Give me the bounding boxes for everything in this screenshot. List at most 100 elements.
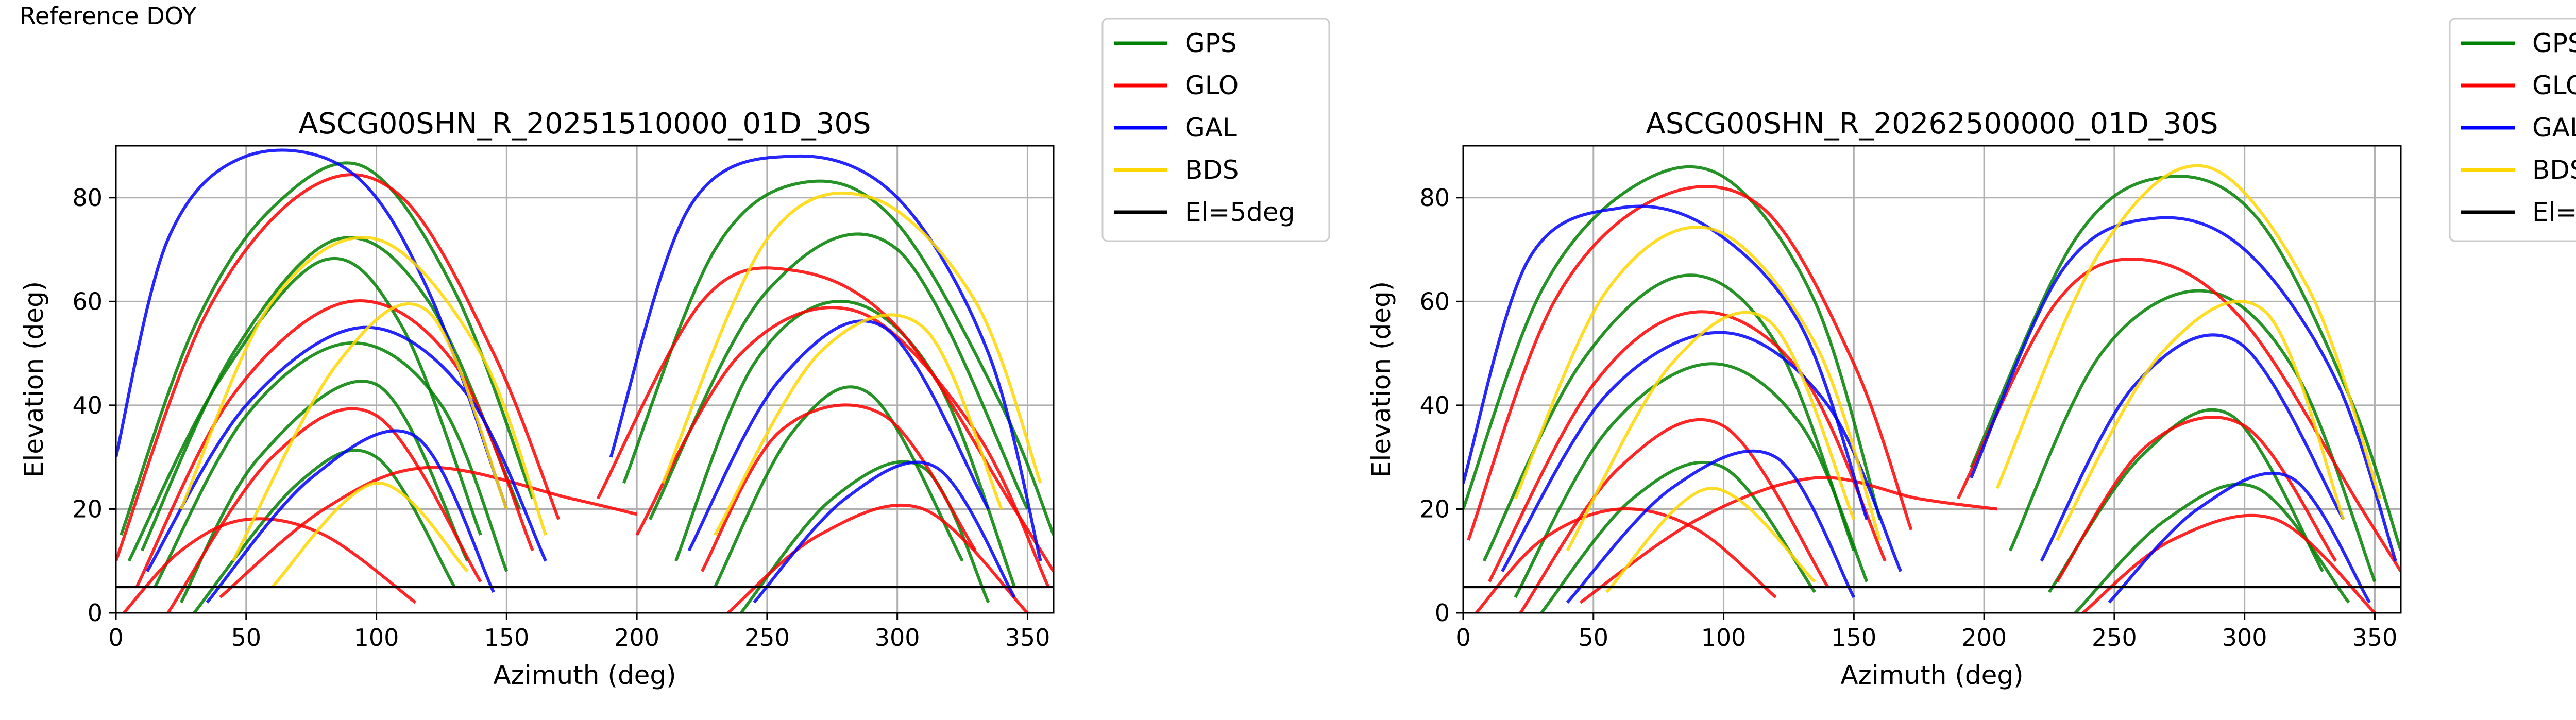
y-tick-label: 60: [72, 287, 103, 315]
chart-panel-1: 0 50 100 150 200 250 300 350 0 20 40 60 80 ASCG00SHN_…: [19, 18, 1330, 690]
satellite-arc-gal: [1566, 449, 1855, 604]
legend-label: El=5deg: [2532, 197, 2576, 227]
series-bds: [1514, 164, 2382, 593]
y-tick-label: 40: [72, 391, 103, 419]
plot-area: [116, 148, 1054, 613]
satellite-arc-bds: [231, 302, 509, 562]
series-gal: [116, 148, 1042, 604]
x-tick-label: 100: [1701, 624, 1747, 652]
x-axis-label: Azimuth (deg): [493, 660, 676, 690]
satellite-arc-gal: [1970, 216, 2397, 562]
legend-label: El=5deg: [1185, 197, 1295, 227]
satellite-arc-gps: [120, 161, 534, 536]
satellite-arc-bds: [271, 482, 469, 588]
x-tick-label: 350: [2352, 624, 2398, 652]
satellite-arc-gps: [127, 256, 482, 562]
legend-label: GAL: [2532, 113, 2576, 143]
satellite-arc-bds: [661, 191, 1042, 484]
satellite-arc-gps: [154, 341, 509, 588]
satellite-arc-glo: [727, 503, 1029, 613]
x-tick-label: 150: [484, 624, 529, 652]
x-tick-label: 200: [614, 624, 659, 652]
satellite-arc-bds: [714, 313, 1003, 536]
x-tick-label: 150: [1831, 624, 1876, 652]
chart-title: ASCG00SHN_R_20251510000_01D_30S: [298, 107, 871, 141]
y-tick-label: 20: [72, 495, 103, 523]
satellite-arc-gal: [146, 325, 547, 572]
x-tick-label: 300: [875, 624, 920, 652]
series-gps: [120, 161, 1054, 613]
satellite-arc-bds: [179, 236, 548, 536]
satellite-arc-glo: [122, 517, 417, 613]
satellite-arc-glo: [635, 306, 1050, 588]
satellite-arc-bds: [1514, 226, 1882, 541]
legend-box: [2449, 18, 2576, 242]
legend-label: GPS: [1185, 28, 1237, 58]
y-axis-label: Elevation (deg): [1366, 281, 1396, 477]
page-heading: Reference DOY: [20, 2, 197, 30]
plot-area: [1463, 164, 2401, 613]
x-axis-label: Azimuth (deg): [1840, 660, 2023, 690]
chart-title: ASCG00SHN_R_20262500000_01D_30S: [1646, 107, 2218, 141]
y-tick-label: 0: [88, 599, 103, 627]
x-tick-label: 250: [2092, 624, 2137, 652]
satellite-arc-glo: [219, 466, 637, 599]
satellite-arc-gps: [193, 449, 456, 613]
legend-label: GPS: [2532, 28, 2576, 58]
satellite-arc-bds: [1995, 164, 2382, 500]
axes-frame: [1462, 145, 2402, 614]
legend-label: GAL: [1185, 113, 1237, 143]
satellite-arc-glo: [1487, 310, 1887, 582]
y-tick-label: 80: [1419, 184, 1450, 212]
y-axis-label: Elevation (deg): [19, 281, 49, 477]
satellite-arc-gps: [179, 380, 469, 604]
x-tick-label: 250: [744, 624, 790, 652]
satellite-arc-glo: [2082, 513, 2376, 613]
satellite-arc-gal: [687, 319, 990, 552]
satellite-arc-gps: [648, 232, 1029, 520]
satellite-arc-glo: [166, 407, 482, 613]
x-tick-label: 200: [1961, 624, 2007, 652]
x-tick-label: 0: [1455, 624, 1470, 652]
satellite-arc-glo: [1475, 507, 1777, 613]
satellite-arc-gps: [1463, 165, 1882, 520]
y-tick-label: 20: [1419, 495, 1450, 523]
x-tick-label: 350: [1005, 624, 1050, 652]
satellite-arc-gps: [714, 385, 964, 588]
satellite-arc-gal: [609, 154, 1042, 561]
series-glo: [1467, 185, 2401, 613]
satellite-arc-bds: [2056, 300, 2345, 541]
satellite-arc-gps: [2074, 483, 2350, 613]
satellite-arc-gps: [674, 299, 1016, 588]
satellite-arc-glo: [1956, 258, 2401, 572]
legend-label: BDS: [2532, 155, 2576, 185]
y-tick-label: 80: [72, 184, 103, 212]
chart-panel-2: 0 50 100 150 200 250 300 350 0 20 40 60 80 ASCG00SHN_…: [1366, 18, 2576, 690]
satellite-arc-gal: [2040, 333, 2345, 562]
satellite-arc-gal: [116, 148, 509, 510]
satellite-arc-gps: [2008, 289, 2377, 582]
x-tick-label: 50: [1579, 624, 1609, 652]
legend-box: [1101, 18, 1330, 242]
satellite-arc-gps: [140, 236, 521, 552]
legend-label: GLO: [1185, 71, 1239, 100]
satellite-arc-glo: [1519, 418, 1829, 613]
satellite-arc-bds: [1566, 311, 1856, 552]
satellite-arc-gal: [753, 460, 1016, 604]
satellite-arc-gps: [2048, 408, 2324, 593]
y-tick-label: 0: [1435, 599, 1450, 627]
satellite-arc-gps: [1514, 362, 1869, 598]
satellite-arc-gal: [2108, 471, 2371, 604]
legend-label: BDS: [1185, 155, 1239, 185]
axes-frame: [115, 145, 1055, 614]
satellite-arc-bds: [1605, 487, 1816, 593]
satellite-arc-glo: [700, 403, 977, 572]
satellite-arc-gps: [622, 179, 1054, 536]
x-tick-label: 100: [354, 624, 399, 652]
legend-label: GLO: [2532, 71, 2576, 100]
y-tick-label: 40: [1419, 391, 1450, 419]
x-tick-label: 50: [231, 624, 262, 652]
satellite-arc-gal: [206, 429, 495, 604]
x-tick-label: 0: [108, 624, 123, 652]
